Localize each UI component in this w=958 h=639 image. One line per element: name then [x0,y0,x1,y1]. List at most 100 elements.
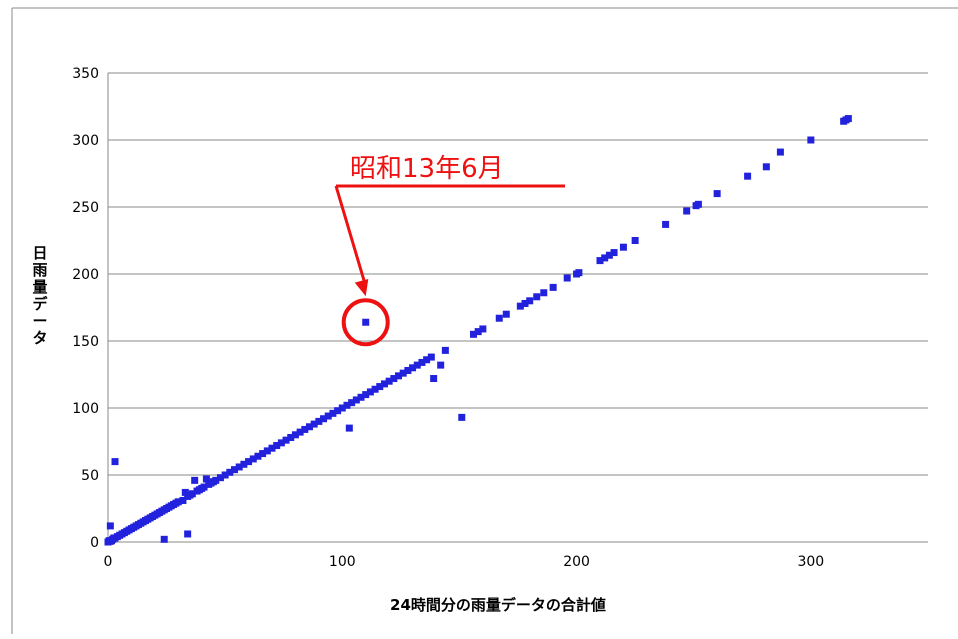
data-point [662,220,670,228]
data-point [282,436,290,444]
data-point [413,361,421,369]
data-point [516,302,524,310]
data-point [533,293,541,301]
data-point [395,372,403,380]
data-point [376,383,384,391]
data-point [202,475,210,483]
data-point [390,375,398,383]
annotation: 昭和13年6月 [334,154,565,347]
data-point [310,420,318,428]
data-point [179,496,187,504]
x-tick-label: 0 [104,554,113,570]
data-point [479,325,487,333]
data-point [563,274,571,282]
data-point [221,471,229,479]
data-point [245,458,253,466]
data-point [526,297,534,305]
data-point [352,396,360,404]
data-point [320,415,328,423]
data-point [601,254,609,262]
data-point [502,310,510,318]
data-point [334,407,342,415]
annotation-arrowhead [354,278,369,297]
data-point [235,463,243,471]
data-point [240,460,248,468]
data-point [807,136,815,144]
x-tick-label: 200 [563,554,590,570]
data-point [296,428,304,436]
data-point [418,358,426,366]
data-point [362,318,370,326]
data-point [212,476,220,484]
data-point [385,377,393,385]
data-point [744,172,752,180]
tick-labels: 0 50 100 150 200 250 300 350 0 100 200 300 [72,66,824,570]
y-tick-label: 250 [72,200,99,216]
data-point [181,488,189,496]
y-tick-label: 100 [72,401,99,417]
data-point [329,409,337,417]
data-point [441,346,449,354]
data-point [357,393,365,401]
data-point [348,399,356,407]
data-point [324,412,332,420]
data-point [287,433,295,441]
data-point [273,442,281,450]
data-point [776,148,784,156]
data-point [683,207,691,215]
data-point [437,361,445,369]
data-point [469,330,477,338]
data-point [188,490,196,498]
data-point [277,439,285,447]
x-tick-label: 100 [329,554,356,570]
data-point [343,401,351,409]
gridlines [108,72,928,476]
x-tick-label: 300 [797,554,824,570]
data-point [844,115,852,123]
data-point [521,299,529,307]
data-point [474,328,482,336]
data-point [713,190,721,198]
data-point [427,353,435,361]
data-point [596,257,604,265]
data-point [762,163,770,171]
y-tick-label: 200 [72,267,99,283]
y-tick-label: 300 [72,133,99,149]
annotation-leader [334,185,368,287]
data-point [226,468,234,476]
y-tick-label: 150 [72,334,99,350]
data-point [184,530,192,538]
data-point [458,413,466,421]
data-point [605,251,613,259]
data-point [249,455,257,463]
data-point [263,447,271,455]
data-point [345,424,353,432]
data-point [338,404,346,412]
annotation-circle [341,298,390,347]
data-point [610,249,618,257]
annotation-label: 昭和13年6月 [350,154,504,184]
data-point [404,366,412,374]
data-point [106,522,114,530]
data-point [495,314,503,322]
data-point [160,535,168,543]
data-point [399,369,407,377]
y-tick-label: 50 [81,468,99,484]
data-point [254,452,262,460]
data-points [104,115,852,546]
data-point [575,269,583,277]
axes [107,73,928,543]
data-point [423,356,431,364]
data-point [268,444,276,452]
data-point [540,289,548,297]
x-axis-title: 24時間分の雨量データの合計値 [390,596,606,614]
y-tick-label: 350 [72,66,99,82]
data-point [231,466,239,474]
data-point [216,474,224,482]
data-point [694,200,702,208]
data-point [191,476,199,484]
data-point [371,385,379,393]
data-point [380,380,388,388]
